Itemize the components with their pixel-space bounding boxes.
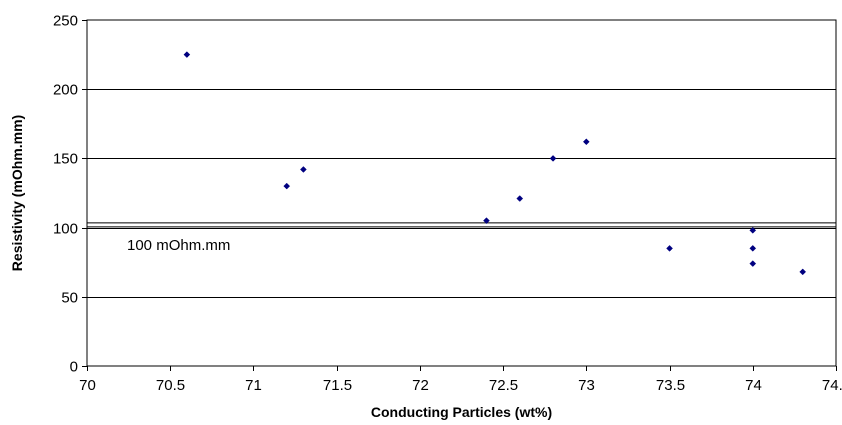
x-tick-label: 70.5 <box>156 377 185 394</box>
gridlines <box>87 89 836 298</box>
data-point <box>300 166 307 173</box>
y-tick-label: 150 <box>53 151 78 168</box>
x-tick-label: 74 <box>745 377 762 394</box>
data-point <box>749 245 757 252</box>
y-tick-label: 200 <box>53 82 78 99</box>
data-point <box>483 217 490 225</box>
data-point <box>549 155 557 162</box>
y-tick-label: 100 <box>53 221 78 238</box>
data-points <box>183 51 807 276</box>
reference-line-label: 100 mOhm.mm <box>127 237 230 254</box>
data-point <box>749 260 757 267</box>
y-axis-ticks: 0 50 100 150 200 250 <box>53 13 87 376</box>
x-tick-label: 72.5 <box>489 377 518 394</box>
x-tick-label: 71.5 <box>323 377 352 394</box>
x-tick-label: 71 <box>245 377 262 394</box>
x-tick-label: 74.5 <box>822 377 842 394</box>
data-point <box>666 245 673 252</box>
x-tick-label: 72 <box>412 377 429 394</box>
x-tick-label: 73.5 <box>656 377 685 394</box>
plot-area-border <box>86 19 837 367</box>
y-tick-label: 50 <box>61 290 78 307</box>
x-tick-label: 73 <box>578 377 595 394</box>
data-point <box>799 268 807 276</box>
x-axis-ticks: 70 70.5 71 71.5 72 72.5 73 73.5 74 74.5 <box>79 366 842 394</box>
data-point <box>516 195 524 202</box>
data-point <box>582 138 590 146</box>
data-point <box>183 51 191 58</box>
data-point <box>283 182 291 190</box>
data-point <box>749 227 757 234</box>
y-tick-label: 0 <box>70 359 78 376</box>
y-axis-title: Resistivity (mOhm.mm) <box>9 115 25 271</box>
x-tick-label: 70 <box>79 377 96 394</box>
x-axis-title: Conducting Particles (wt%) <box>371 404 552 420</box>
reference-line-group <box>87 222 836 228</box>
y-tick-label: 250 <box>53 13 78 30</box>
